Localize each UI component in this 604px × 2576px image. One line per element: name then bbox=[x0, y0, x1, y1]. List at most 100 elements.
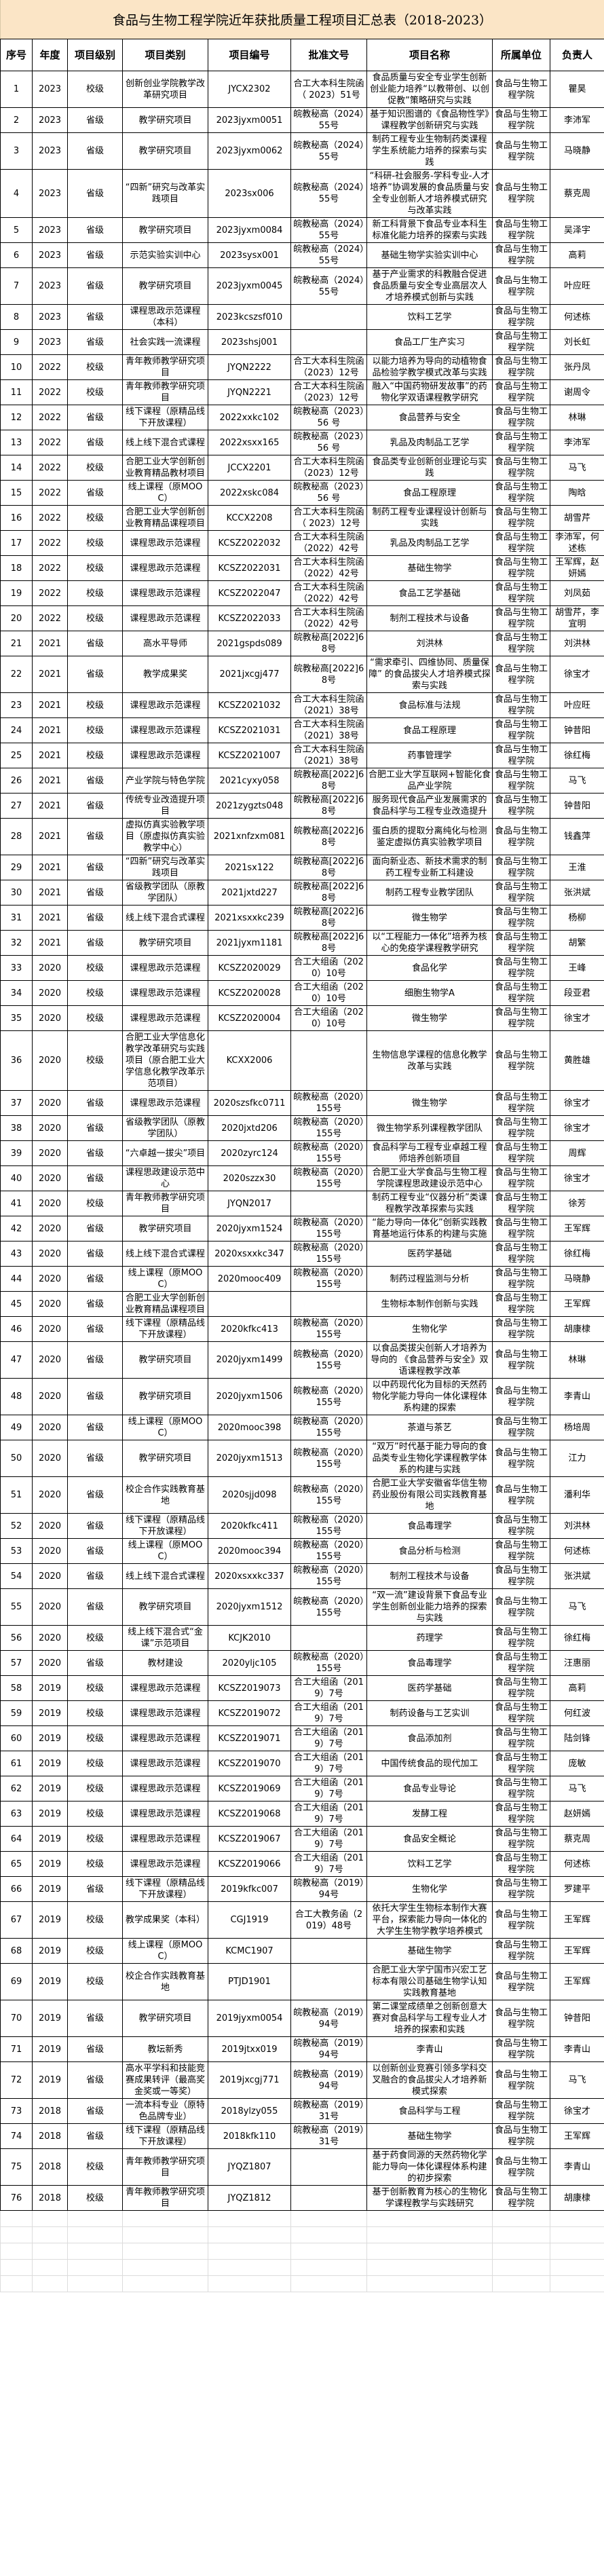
cell-code[interactable]: KCSZ2019067 bbox=[208, 1826, 291, 1852]
cell-leader[interactable]: 陶晗 bbox=[550, 480, 604, 506]
cell-unit[interactable]: 食品与生物工程学院 bbox=[492, 379, 550, 405]
cell-unit[interactable]: 食品与生物工程学院 bbox=[492, 1440, 550, 1477]
cell-index[interactable]: 71 bbox=[0, 2036, 33, 2062]
cell-leader[interactable]: 林琳 bbox=[550, 1341, 604, 1379]
cell-approval[interactable]: 皖教秘高（2020）155号 bbox=[290, 1538, 367, 1564]
cell-name[interactable]: 食品科学与工程 bbox=[366, 2098, 493, 2124]
cell-code[interactable]: JYQZ1807 bbox=[208, 2148, 291, 2186]
cell-code[interactable]: 2020jyxm1524 bbox=[208, 1216, 291, 1242]
cell-unit[interactable]: 食品与生物工程学院 bbox=[492, 955, 550, 981]
cell-leader[interactable]: 罗建平 bbox=[550, 1876, 604, 1902]
cell-leader[interactable]: 王军辉，赵妍嫣 bbox=[550, 555, 604, 581]
cell-approval[interactable] bbox=[290, 1030, 367, 1091]
cell-category[interactable]: “四新”研究与改革实践项目 bbox=[122, 169, 208, 218]
cell-name[interactable]: 合肥工业大学宁国市兴宏工艺标本有限公司基础生物学认知实践教育基地 bbox=[366, 1963, 493, 2000]
cell-approval[interactable]: 合工大本科生院函（2021）38号 bbox=[290, 743, 367, 768]
cell-index[interactable]: 2 bbox=[0, 107, 33, 133]
cell-name[interactable]: 以“工程能力一体化”培养为核心的免疫学课程教学研究 bbox=[366, 930, 493, 956]
cell-name[interactable]: 基础生物学 bbox=[366, 2123, 493, 2149]
cell-approval[interactable]: 皖教秘高（2020）155号 bbox=[290, 1090, 367, 1116]
cell-approval[interactable] bbox=[290, 304, 367, 330]
cell-name[interactable]: 茶道与茶艺 bbox=[366, 1415, 493, 1440]
cell-level[interactable]: 省级 bbox=[67, 1266, 123, 1292]
cell-category[interactable]: 青年教师教学研究项目 bbox=[122, 379, 208, 405]
cell-category[interactable]: 教学研究项目 bbox=[122, 217, 208, 243]
cell-code[interactable]: 2020jyxm1499 bbox=[208, 1341, 291, 1379]
cell-category[interactable]: 高水平学科和技能竞赛成果转评（最高奖金奖或一等奖） bbox=[122, 2061, 208, 2099]
cell-code[interactable]: 2020jxtd206 bbox=[208, 1115, 291, 1141]
cell-name[interactable]: 食品安全概论 bbox=[366, 1826, 493, 1852]
cell-year[interactable]: 2020 bbox=[32, 1115, 68, 1141]
cell-approval[interactable]: 合工大组函（2019）7号 bbox=[290, 1851, 367, 1877]
cell-index[interactable]: 56 bbox=[0, 1625, 33, 1651]
cell-approval[interactable]: 皖教秘高[2022]68号 bbox=[290, 855, 367, 880]
cell-code[interactable]: 2023jyxm0062 bbox=[208, 132, 291, 170]
cell-name[interactable]: 以食品类拔尖创新人才培养为导向的 《食品营养与安全》双语课程教学改革 bbox=[366, 1341, 493, 1379]
cell-approval[interactable]: 皖教秘高（2024）55号 bbox=[290, 242, 367, 268]
cell-index[interactable]: 28 bbox=[0, 818, 33, 855]
cell-code[interactable]: KCSZ2020004 bbox=[208, 1005, 291, 1031]
cell-year[interactable]: 2023 bbox=[32, 107, 68, 133]
cell-index[interactable]: 37 bbox=[0, 1090, 33, 1116]
cell-code[interactable]: 2020jyxm1512 bbox=[208, 1588, 291, 1626]
cell-unit[interactable]: 食品与生物工程学院 bbox=[492, 1341, 550, 1379]
cell-category[interactable]: 课程思政示范课程 bbox=[122, 1090, 208, 1116]
cell-level[interactable]: 省级 bbox=[67, 1216, 123, 1242]
cell-leader[interactable]: 徐宝才 bbox=[550, 1090, 604, 1116]
cell-unit[interactable]: 食品与生物工程学院 bbox=[492, 1938, 550, 1964]
cell-level[interactable]: 省级 bbox=[67, 1115, 123, 1141]
cell-year[interactable]: 2023 bbox=[32, 242, 68, 268]
empty-cell[interactable] bbox=[290, 2210, 367, 2227]
cell-approval[interactable]: 皖教秘高[2022]68号 bbox=[290, 930, 367, 956]
cell-year[interactable]: 2023 bbox=[32, 71, 68, 108]
cell-code[interactable]: 2021jxcgj477 bbox=[208, 656, 291, 693]
cell-approval[interactable]: 皖教秘高（2023）56 号 bbox=[290, 405, 367, 430]
cell-name[interactable]: 服务现代食品产业发展需求的食品科学与工程专业改造提升 bbox=[366, 793, 493, 819]
cell-name[interactable]: 发酵工程 bbox=[366, 1801, 493, 1827]
cell-category[interactable]: 社会实践一流课程 bbox=[122, 329, 208, 355]
cell-year[interactable]: 2018 bbox=[32, 2098, 68, 2124]
cell-unit[interactable]: 食品与生物工程学院 bbox=[492, 1876, 550, 1902]
empty-cell[interactable] bbox=[67, 2210, 123, 2227]
cell-code[interactable]: 2022xskc084 bbox=[208, 480, 291, 506]
cell-level[interactable]: 省级 bbox=[67, 656, 123, 693]
cell-code[interactable]: KCSZ2020028 bbox=[208, 980, 291, 1006]
cell-code[interactable]: 2021jyxm1181 bbox=[208, 930, 291, 956]
cell-unit[interactable]: 食品与生物工程学院 bbox=[492, 1826, 550, 1852]
cell-leader[interactable]: 李沛军 bbox=[550, 430, 604, 455]
cell-leader[interactable]: 王军辉 bbox=[550, 2123, 604, 2149]
empty-cell[interactable] bbox=[67, 2259, 123, 2276]
cell-year[interactable]: 2020 bbox=[32, 980, 68, 1006]
cell-code[interactable]: 2021cyxy058 bbox=[208, 768, 291, 794]
cell-name[interactable]: 微生物学 bbox=[366, 905, 493, 931]
cell-unit[interactable]: 食品与生物工程学院 bbox=[492, 692, 550, 718]
cell-level[interactable]: 省级 bbox=[67, 793, 123, 819]
cell-leader[interactable]: 王军辉 bbox=[550, 1291, 604, 1317]
header-col-index[interactable]: 序号 bbox=[0, 39, 33, 71]
cell-category[interactable]: 高水平导师 bbox=[122, 631, 208, 656]
cell-index[interactable]: 30 bbox=[0, 880, 33, 906]
cell-level[interactable]: 校级 bbox=[67, 2148, 123, 2186]
cell-name[interactable]: 制剂工程技术与设备 bbox=[366, 605, 493, 631]
cell-index[interactable]: 50 bbox=[0, 1440, 33, 1477]
cell-code[interactable]: KCSZ2021032 bbox=[208, 692, 291, 718]
cell-index[interactable]: 21 bbox=[0, 631, 33, 656]
cell-year[interactable]: 2018 bbox=[32, 2123, 68, 2149]
cell-approval[interactable]: 合工大组函（2019）7号 bbox=[290, 1725, 367, 1751]
cell-unit[interactable]: 食品与生物工程学院 bbox=[492, 1165, 550, 1191]
cell-level[interactable]: 省级 bbox=[67, 1341, 123, 1379]
cell-leader[interactable]: 马飞 bbox=[550, 455, 604, 481]
cell-name[interactable]: 面向新业态、新技术需求的制药工程专业新工科建设 bbox=[366, 855, 493, 880]
cell-approval[interactable]: 皖教秘高[2022]68号 bbox=[290, 768, 367, 794]
empty-cell[interactable] bbox=[492, 2226, 550, 2243]
cell-unit[interactable]: 食品与生物工程学院 bbox=[492, 1675, 550, 1701]
cell-unit[interactable]: 食品与生物工程学院 bbox=[492, 1316, 550, 1342]
cell-name[interactable]: 生物化学 bbox=[366, 1876, 493, 1902]
cell-year[interactable]: 2020 bbox=[32, 1588, 68, 1626]
cell-leader[interactable]: 张丹凤 bbox=[550, 354, 604, 380]
cell-year[interactable]: 2022 bbox=[32, 505, 68, 531]
cell-name[interactable]: 微生物学 bbox=[366, 1005, 493, 1031]
cell-level[interactable]: 校级 bbox=[67, 1030, 123, 1091]
cell-category[interactable]: 教学研究项目 bbox=[122, 132, 208, 170]
cell-year[interactable]: 2022 bbox=[32, 555, 68, 581]
